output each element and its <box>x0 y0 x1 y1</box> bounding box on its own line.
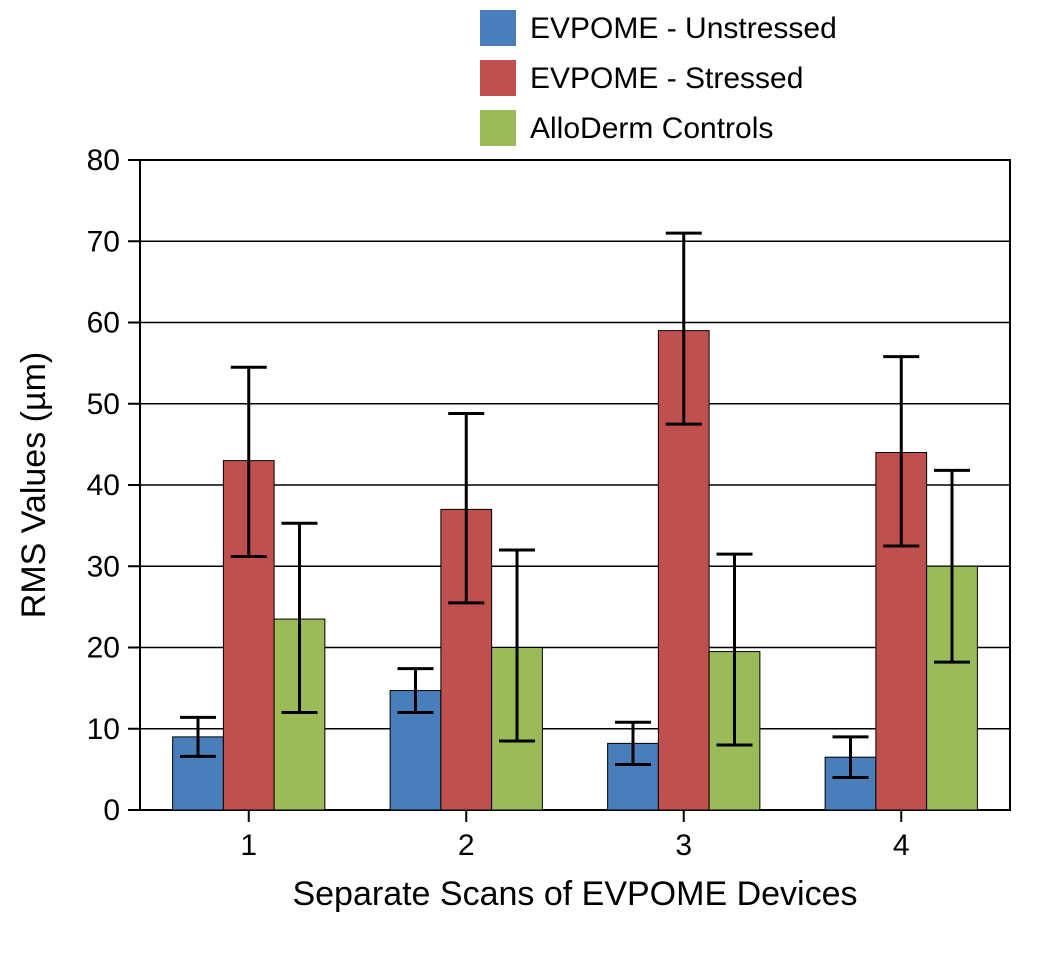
y-tick-label: 0 <box>103 794 120 827</box>
x-tick-label: 4 <box>893 829 910 862</box>
y-tick-label: 50 <box>87 388 120 421</box>
legend-swatch <box>480 10 516 46</box>
x-tick-label: 2 <box>458 829 475 862</box>
legend-label: EVPOME - Stressed <box>530 62 803 95</box>
y-tick-label: 80 <box>87 144 120 177</box>
y-tick-label: 70 <box>87 225 120 258</box>
legend-label: AlloDerm Controls <box>530 112 773 145</box>
legend-swatch <box>480 110 516 146</box>
chart-container: 0 10 20 30 40 50 60 70 80 1 2 3 4 Separate Scans of E… <box>0 0 1050 956</box>
y-tick-label: 60 <box>87 307 120 340</box>
y-tick-label: 20 <box>87 632 120 665</box>
x-tick-label: 1 <box>240 829 257 862</box>
y-tick-label: 10 <box>87 713 120 746</box>
y-tick-label: 30 <box>87 550 120 583</box>
y-axis-label: RMS Values (µm) <box>15 352 53 618</box>
y-tick-label: 40 <box>87 469 120 502</box>
legend-swatch <box>480 60 516 96</box>
x-axis-label: Separate Scans of EVPOME Devices <box>292 875 857 913</box>
legend-label: EVPOME - Unstressed <box>530 12 837 45</box>
bar-chart: 0 10 20 30 40 50 60 70 80 1 2 3 4 Separate Scans of E… <box>0 0 1050 956</box>
x-tick-label: 3 <box>675 829 692 862</box>
